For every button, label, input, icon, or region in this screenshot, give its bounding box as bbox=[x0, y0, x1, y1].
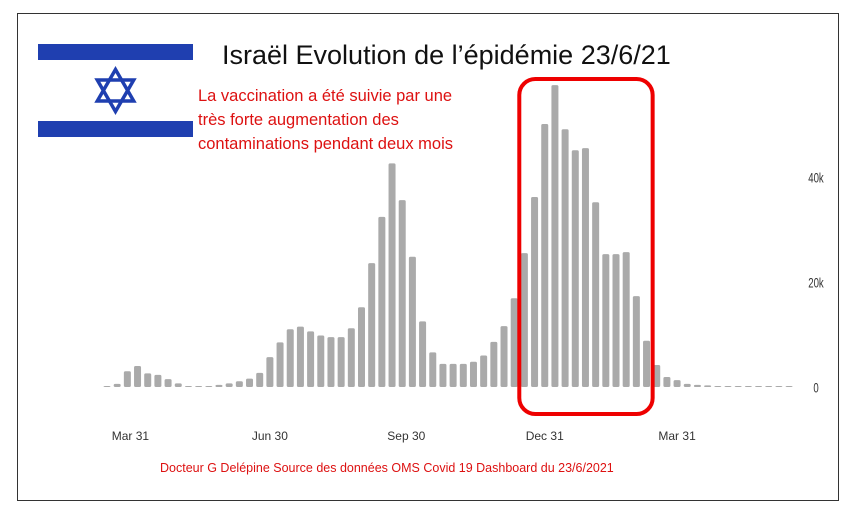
bar bbox=[368, 263, 376, 387]
bar bbox=[581, 148, 589, 387]
y-tick-label: 20k bbox=[808, 275, 824, 291]
bar bbox=[541, 123, 549, 387]
bar bbox=[653, 364, 661, 387]
bar bbox=[398, 200, 406, 387]
bar bbox=[510, 298, 518, 387]
bar bbox=[744, 386, 752, 387]
bar bbox=[296, 326, 304, 387]
bar bbox=[592, 202, 600, 387]
x-tick-label: Dec 31 bbox=[526, 429, 564, 443]
annotation-line: très forte augmentation des bbox=[198, 111, 399, 129]
bar bbox=[235, 381, 243, 387]
bar bbox=[327, 337, 335, 387]
bar bbox=[643, 340, 651, 387]
bar bbox=[164, 379, 172, 387]
bar bbox=[378, 216, 386, 387]
bar bbox=[561, 129, 569, 387]
bar bbox=[103, 386, 111, 387]
highlight-box bbox=[517, 77, 655, 416]
y-tick-label: 40k bbox=[808, 170, 824, 186]
bar bbox=[520, 253, 528, 387]
bar bbox=[215, 384, 223, 387]
bar bbox=[358, 307, 365, 387]
bar bbox=[469, 361, 477, 387]
bar bbox=[195, 386, 203, 387]
bar bbox=[388, 163, 396, 387]
bar bbox=[123, 371, 131, 387]
bar bbox=[449, 363, 457, 387]
bar bbox=[490, 341, 498, 387]
bar bbox=[113, 383, 121, 387]
bar bbox=[429, 352, 437, 387]
bar bbox=[755, 386, 763, 387]
x-tick-label: Jun 30 bbox=[252, 429, 288, 443]
bar bbox=[632, 296, 640, 387]
bar bbox=[663, 377, 671, 387]
bar bbox=[571, 150, 579, 387]
bar bbox=[256, 372, 264, 387]
bar bbox=[347, 328, 355, 387]
bar bbox=[307, 331, 315, 387]
bar bbox=[266, 357, 274, 387]
chart-title: Israël Evolution de l’épidémie 23/6/21 bbox=[222, 40, 671, 70]
bar bbox=[134, 366, 142, 387]
bar bbox=[419, 321, 427, 387]
bar bbox=[408, 256, 416, 387]
bar bbox=[765, 386, 773, 387]
bar bbox=[184, 385, 192, 387]
bar bbox=[531, 196, 539, 387]
bar bbox=[551, 85, 559, 387]
bar bbox=[734, 386, 742, 387]
israel-flag-icon bbox=[38, 44, 193, 137]
bar bbox=[602, 254, 610, 387]
bar bbox=[276, 342, 284, 387]
annotation-text: La vaccination a été suivie par une très… bbox=[198, 84, 453, 156]
bar bbox=[439, 363, 447, 387]
bar bbox=[704, 385, 712, 387]
annotation-line: La vaccination a été suivie par une bbox=[198, 87, 453, 105]
bar bbox=[612, 254, 620, 387]
bar bbox=[500, 326, 508, 387]
bar bbox=[225, 383, 233, 387]
bar bbox=[785, 386, 793, 387]
x-tick-label: Mar 31 bbox=[658, 429, 696, 443]
y-tick-label: 0 bbox=[813, 380, 819, 396]
x-tick-label: Sep 30 bbox=[387, 429, 425, 443]
bar bbox=[775, 386, 783, 387]
bar bbox=[480, 355, 488, 387]
x-tick-label: Mar 31 bbox=[112, 429, 150, 443]
bar bbox=[673, 380, 681, 387]
bar bbox=[337, 337, 345, 387]
bar bbox=[246, 378, 254, 387]
bar bbox=[693, 384, 701, 387]
bar bbox=[154, 374, 162, 387]
bar bbox=[317, 335, 325, 387]
bar bbox=[205, 386, 213, 387]
bar bbox=[714, 385, 722, 387]
bar bbox=[459, 363, 467, 387]
bar bbox=[724, 385, 732, 387]
bar bbox=[286, 329, 294, 387]
annotation-line: contaminations pendant deux mois bbox=[198, 135, 453, 153]
bar bbox=[683, 383, 691, 387]
bar bbox=[622, 252, 630, 387]
bar bbox=[144, 373, 152, 387]
bar bbox=[174, 383, 182, 387]
source-footer: Docteur G Delépine Source des données OM… bbox=[160, 461, 614, 475]
